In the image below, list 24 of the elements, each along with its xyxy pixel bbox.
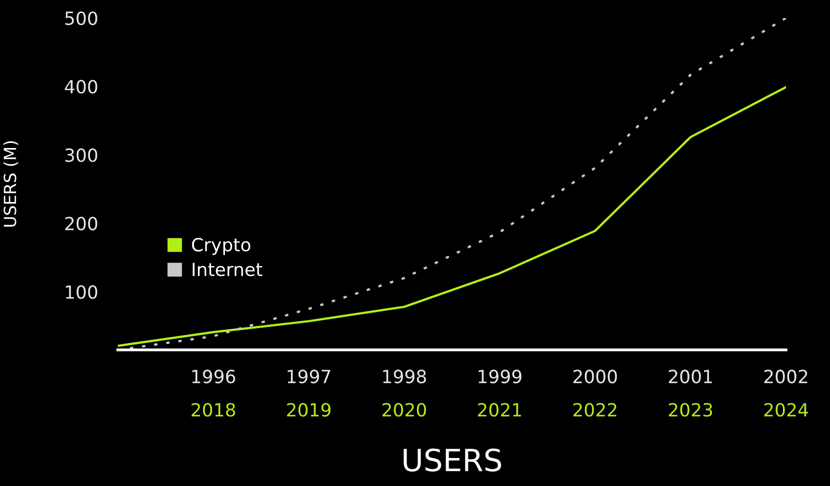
y-tick-label: 300 [65,148,98,162]
x-tick-label: 1997 [288,370,330,384]
line-series [118,86,786,347]
x-tick-label: 2002 [764,370,808,384]
x2-tick-label: 2020 [382,403,426,417]
y-tick-label: 500 [65,11,98,26]
x2-tick-label: 2024 [764,403,808,417]
x-tick-label: 2000 [573,370,617,384]
y-tick-label: 200 [65,216,98,230]
x-tick-label: 1996 [192,370,236,384]
x-tick-label: 1999 [478,370,522,384]
x2-tick-label: 2022 [573,403,616,417]
x2-tick-label: 2021 [478,403,521,417]
x-tick-label: 2001 [668,370,712,384]
x-axis-title: USERS [404,448,502,472]
y-tick-label: 400 [64,80,98,94]
y-tick-label: 100 [66,285,98,299]
x2-tick-label: 2023 [668,403,712,417]
x2-tick-label: 2018 [192,403,236,417]
y-axis-title: USERS (M) [3,141,18,227]
legend-label: Internet [192,262,262,276]
x-tick-label: 1998 [383,370,426,384]
x2-tick-label: 2019 [287,403,330,417]
legend-label: Crypto [192,238,250,256]
